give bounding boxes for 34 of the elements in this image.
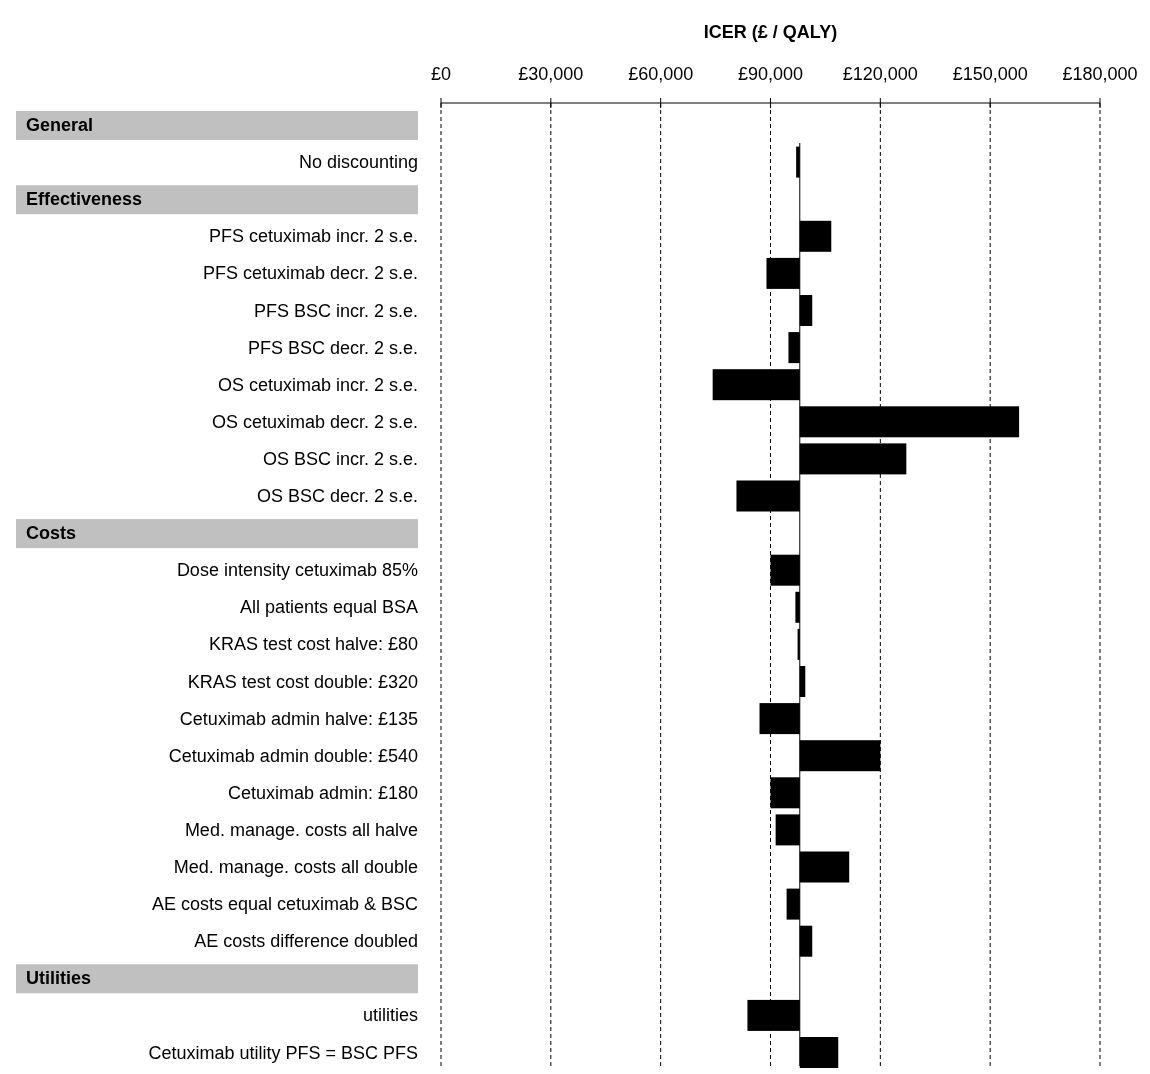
x-tick-label: £120,000 (842, 64, 918, 84)
y-tick-label: Cetuximab admin double: £540 (168, 745, 418, 766)
text: General (26, 115, 94, 135)
x-tick-label: £150,000 (952, 64, 1028, 84)
y-tick-label: OS BSC decr. 2 s.e. (256, 486, 418, 506)
y-tick-label: Med. manage. costs all halve (184, 819, 418, 840)
y-tick-label: All patients equal BSA (239, 597, 418, 618)
x-axis-title: ICER (£ / QALY) (703, 22, 838, 42)
x-tick-label: £60,000 (628, 64, 694, 84)
y-tick-label: KRAS test cost halve: £80 (208, 634, 418, 655)
y-tick-label: KRAS test cost double: £320 (187, 671, 418, 692)
y-tick-label: PFS BSC decr. 2 s.e. (247, 337, 418, 358)
y-tick-label: OS BSC incr. 2 s.e. (262, 448, 418, 469)
x-tick-label: £30,000 (518, 64, 584, 84)
text: Utilities (26, 968, 92, 989)
x-tick-label: £0 (430, 64, 452, 84)
y-tick-label: OS cetuximab decr. 2 s.e. (211, 411, 418, 432)
x-tick-label: £180,000 (1062, 64, 1138, 84)
y-tick-label: PFS cetuximab decr. 2 s.e. (202, 263, 418, 284)
x-tick-label: £90,000 (737, 64, 804, 84)
y-tick-label: Cetuximab utility PFS = BSC PFS (148, 1042, 418, 1063)
text: Effectiveness (26, 189, 143, 210)
y-tick-label: utilities (362, 1005, 418, 1026)
y-tick-label: No discounting (298, 152, 418, 173)
y-tick-label: PFS cetuximab incr. 2 s.e. (208, 226, 418, 247)
y-tick-label: AE costs difference doubled (194, 931, 418, 952)
y-tick-label: Cetuximab admin halve: £135 (179, 708, 418, 729)
y-tick-label: AE costs equal cetuximab & BSC (151, 894, 418, 915)
y-tick-label: PFS BSC incr. 2 s.e. (253, 300, 418, 321)
text: Costs (26, 523, 77, 544)
y-tick-label: OS cetuximab incr. 2 s.e. (217, 374, 418, 395)
y-tick-label: Cetuximab admin: £180 (227, 782, 418, 803)
y-tick-label: Dose intensity cetuximab 85% (176, 560, 418, 581)
y-tick-label: Med. manage. costs all double (173, 857, 418, 877)
